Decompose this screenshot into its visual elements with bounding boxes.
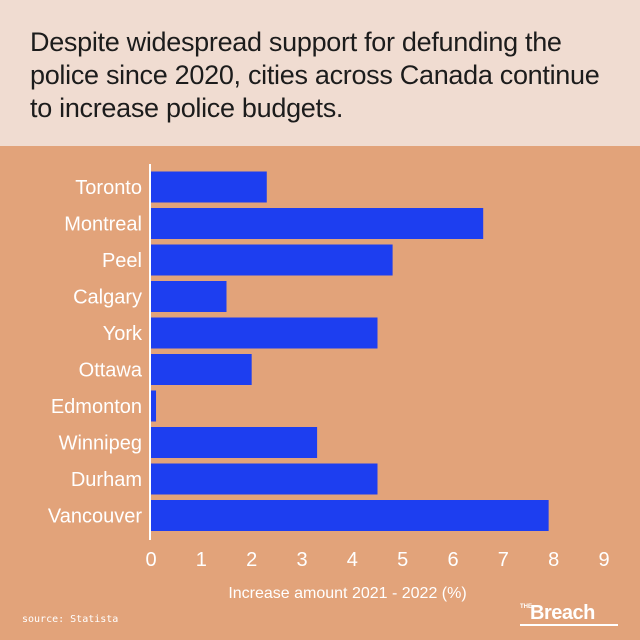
logo-text: Breach [530,602,595,624]
bar-winnipeg [151,427,318,458]
bar-chart: Toronto Montreal Peel Calgary York Ottawa Edmo… [48,164,610,602]
bar-york [151,317,378,349]
logo-the: THE [520,604,532,610]
category-label-york: York [103,323,143,345]
category-label-winnipeg: Winnipeg [59,433,142,455]
x-tick-9: 9 [598,549,609,571]
category-label-montreal: Montreal [64,214,142,236]
bar-vancouver [151,500,549,531]
source-note: source: Statista [22,614,119,625]
logo-underline [520,624,618,626]
bar-edmonton [151,390,157,422]
category-label-edmonton: Edmonton [51,396,142,418]
x-axis-title: Increase amount 2021 - 2022 (%) [228,585,466,602]
x-tick-1: 1 [196,549,207,571]
x-tick-2: 2 [246,549,257,571]
breach-logo: THE Breach [520,602,620,628]
category-label-ottawa: Ottawa [79,360,143,382]
category-label-peel: Peel [102,250,142,272]
x-tick-labels: 0 1 2 3 4 5 6 7 8 9 [145,549,609,571]
x-tick-0: 0 [145,549,156,571]
bar-montreal [151,208,484,239]
x-tick-3: 3 [296,549,307,571]
category-label-calgary: Calgary [73,287,142,309]
chart-title: Despite widespread support for defunding… [30,27,600,123]
x-tick-6: 6 [447,549,458,571]
category-label-toronto: Toronto [75,177,142,199]
bar-peel [151,244,393,276]
header-panel: Despite widespread support for defunding… [0,0,640,146]
bar-calgary [151,281,227,312]
category-label-durham: Durham [71,469,142,491]
x-tick-5: 5 [397,549,408,571]
x-tick-8: 8 [548,549,559,571]
category-label-vancouver: Vancouver [48,506,142,528]
chart-area: Toronto Montreal Peel Calgary York Ottawa Edmo… [0,146,640,640]
x-tick-4: 4 [347,549,358,571]
bars [151,171,549,531]
bar-toronto [151,171,267,203]
x-tick-7: 7 [498,549,509,571]
category-labels: Toronto Montreal Peel Calgary York Ottawa Edmo… [48,177,143,528]
bar-durham [151,463,378,495]
bar-ottawa [151,354,252,385]
